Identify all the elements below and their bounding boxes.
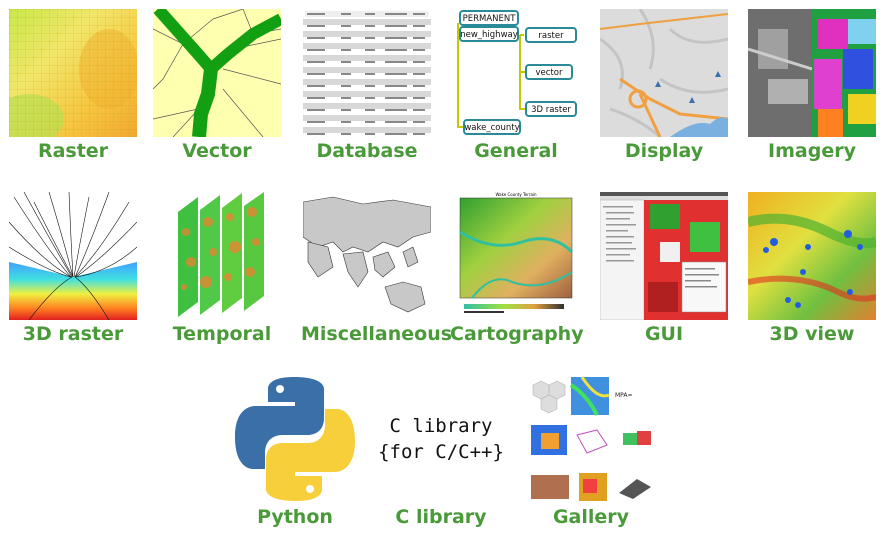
tile-temporal[interactable]: Temporal [156, 192, 288, 345]
tile-label: General [474, 140, 558, 162]
vector-network-icon [153, 9, 281, 137]
map-display-icon [600, 9, 728, 137]
tree-leaf-label: 3D raster [531, 105, 571, 115]
tree-branch-label: new_highway [460, 30, 518, 40]
tile-label: Display [624, 140, 704, 162]
tile-gallery[interactable]: MPA= Gallery [525, 375, 657, 528]
tile-miscellaneous[interactable]: Miscellaneous [301, 192, 453, 345]
tile-label: Python [257, 506, 333, 528]
tree-leaf-label: vector [536, 68, 563, 78]
gui-window-icon [600, 192, 728, 320]
clib-line1: C library [389, 415, 493, 437]
mapset-tree-icon: PERMANENT new_highway raster vector 3D r… [452, 9, 580, 137]
tile-label: Miscellaneous [301, 323, 453, 345]
world-map-icon [303, 192, 431, 320]
tree-root-label: PERMANENT [463, 14, 517, 24]
satellite-image-icon [748, 9, 876, 137]
tile-label: GUI [644, 323, 684, 345]
tile-label: Temporal [172, 323, 272, 345]
tile-label: Imagery [768, 140, 856, 162]
tile-display[interactable]: Display [598, 9, 730, 162]
tile-c-library[interactable]: C library {for C/C++} C library [375, 375, 507, 528]
raster-grid-icon [9, 9, 137, 137]
python-logo-icon [231, 375, 359, 503]
tile-3d-raster[interactable]: 3D raster [7, 192, 139, 345]
tree-leaf-label: raster [538, 31, 564, 41]
tree-bottom-label: wake_county [464, 123, 519, 133]
tile-raster[interactable]: Raster [7, 9, 139, 162]
tile-label: Raster [37, 140, 109, 162]
tile-cartography[interactable]: Wake County Terrain Cartography [450, 192, 584, 345]
tile-label: Cartography [450, 323, 584, 345]
gallery-collage-icon: MPA= [527, 375, 655, 503]
tile-label: C library [395, 506, 487, 528]
terrain-map-icon: Wake County Terrain [452, 192, 580, 320]
tile-gui[interactable]: GUI [598, 192, 730, 345]
tile-database[interactable]: Database [301, 9, 433, 162]
terrain-3d-icon [748, 192, 876, 320]
tile-label: 3D raster [22, 323, 124, 345]
tile-3d-view[interactable]: 3D view [746, 192, 878, 345]
tile-python[interactable]: Python [229, 375, 361, 528]
tile-label: Database [316, 140, 418, 162]
c-library-icon: C library {for C/C++} [377, 375, 505, 503]
flowlines-3d-icon [9, 192, 137, 320]
tile-vector[interactable]: Vector [151, 9, 283, 162]
time-series-slices-icon [158, 192, 286, 320]
attribute-table-icon [303, 9, 431, 137]
svg-text:MPA=: MPA= [615, 392, 633, 399]
map-title: Wake County Terrain [495, 192, 537, 197]
tile-label: 3D view [769, 323, 855, 345]
clib-line2: {for C/C++} [378, 441, 504, 463]
tile-label: Gallery [552, 506, 630, 528]
tile-imagery[interactable]: Imagery [746, 9, 878, 162]
tile-general[interactable]: PERMANENT new_highway raster vector 3D r… [450, 9, 582, 162]
tile-label: Vector [182, 140, 252, 162]
